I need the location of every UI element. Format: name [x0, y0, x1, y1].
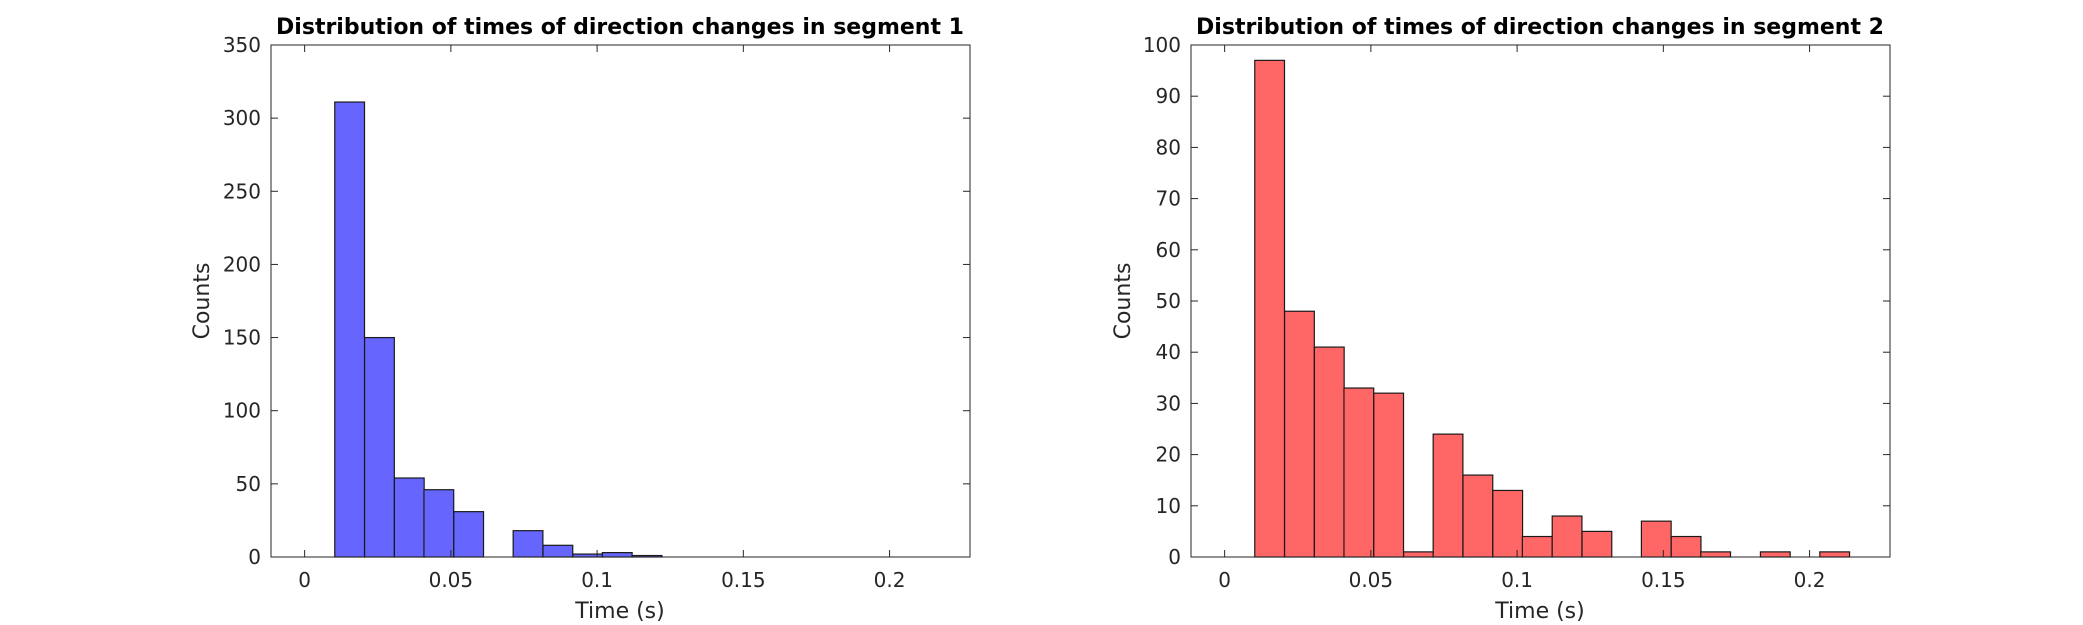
histogram-bar [1254, 59, 1286, 558]
histogram-bar [1551, 515, 1583, 558]
histogram-bar [453, 511, 485, 558]
plot-area-frame [270, 44, 971, 558]
y-tick-label: 50 [1156, 289, 1181, 313]
histogram-bar [423, 489, 455, 558]
histogram-bar [512, 530, 544, 558]
histogram-bar [1432, 433, 1464, 558]
axis-ticks: 0 0.05 0.1 0.15 0.2 0 10 20 30 40 50 60 70 80 90 100 [1143, 33, 1890, 592]
x-tick-label: 0.2 [1794, 568, 1826, 592]
x-tick-label: 0 [1218, 568, 1231, 592]
x-tick-label: 0.15 [721, 568, 766, 592]
histogram-bar [1819, 551, 1851, 558]
x-tick-label: 0.2 [874, 568, 906, 592]
bar-series [1254, 59, 1851, 558]
histogram-bar [1313, 346, 1345, 558]
histogram-bar [1759, 551, 1791, 558]
y-axis-label: Counts [1111, 263, 1136, 340]
histogram-bar [334, 101, 366, 558]
histogram-bar [542, 544, 574, 558]
histogram-bar [363, 336, 395, 558]
x-tick-label: 0.15 [1641, 568, 1686, 592]
histogram-bar [1670, 535, 1702, 558]
y-tick-label: 70 [1156, 187, 1181, 211]
histogram-bar [1403, 551, 1434, 558]
y-tick-label: 150 [223, 326, 261, 350]
y-tick-label: 0 [248, 545, 261, 569]
y-tick-label: 10 [1156, 494, 1181, 518]
x-tick-label: 0 [298, 568, 311, 592]
histogram-bar [1700, 551, 1732, 558]
histogram-bar [1521, 535, 1553, 558]
histogram-bar [1283, 310, 1315, 558]
x-axis-label: Time (s) [574, 599, 664, 624]
x-axis-label: Time (s) [1494, 599, 1584, 624]
chart-title: Distribution of times of direction chang… [276, 15, 964, 40]
x-tick-label: 0.05 [1349, 568, 1394, 592]
y-tick-label: 100 [223, 399, 261, 423]
y-tick-label: 250 [223, 179, 261, 203]
x-tick-label: 0.05 [429, 568, 474, 592]
y-tick-label: 100 [1143, 33, 1181, 57]
y-tick-label: 80 [1156, 135, 1181, 159]
chart-panel-segment-2: Distribution of times of direction chang… [1111, 15, 1891, 624]
y-tick-label: 0 [1168, 545, 1181, 569]
x-tick-label: 0.1 [1501, 568, 1533, 592]
histogram-bar [1343, 387, 1375, 558]
y-tick-label: 90 [1156, 84, 1181, 108]
histogram-bar [1640, 520, 1672, 558]
histogram-bar [1462, 474, 1494, 558]
chart-panel-segment-1: Distribution of times of direction chang… [190, 15, 971, 624]
histogram-bar [1373, 392, 1405, 558]
y-tick-label: 20 [1156, 443, 1181, 467]
y-tick-label: 200 [223, 252, 261, 276]
x-tick-label: 0.1 [581, 568, 613, 592]
y-tick-label: 60 [1156, 238, 1181, 262]
y-axis-label: Counts [190, 263, 215, 340]
axis-ticks: 0 0.05 0.1 0.15 0.2 0 50 100 150 200 250 300 350 [223, 33, 970, 592]
histogram-bar [601, 552, 633, 558]
histogram-bar [1492, 489, 1524, 558]
histogram-bar [393, 477, 425, 558]
y-tick-label: 50 [236, 472, 261, 496]
histogram-bar [1581, 530, 1613, 558]
y-tick-label: 300 [223, 106, 261, 130]
y-tick-label: 30 [1156, 391, 1181, 415]
bar-series [334, 101, 663, 558]
y-tick-label: 40 [1156, 340, 1181, 364]
chart-title: Distribution of times of direction chang… [1196, 15, 1884, 40]
y-tick-label: 350 [223, 33, 261, 57]
